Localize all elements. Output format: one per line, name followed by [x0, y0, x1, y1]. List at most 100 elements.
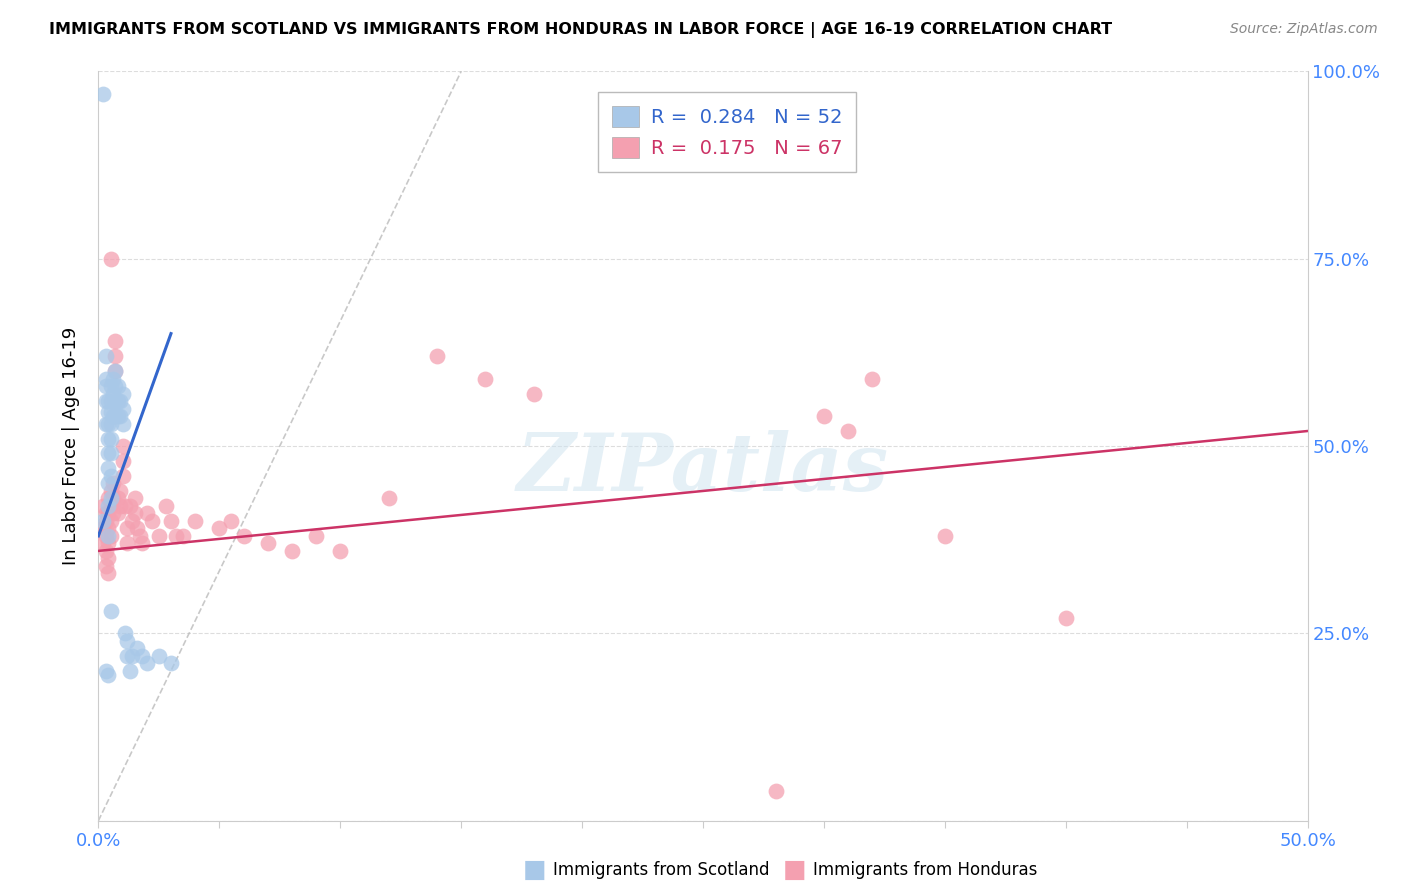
Point — [117, 521, 139, 535]
Point — [100, 379, 122, 393]
Point — [100, 514, 122, 528]
Point — [131, 536, 153, 550]
Point — [100, 394, 122, 409]
Point — [100, 483, 122, 498]
Point — [104, 379, 127, 393]
Point — [111, 454, 134, 468]
Point — [117, 648, 139, 663]
Point — [97, 566, 120, 581]
Point — [94, 394, 117, 409]
Point — [94, 349, 117, 363]
Point — [765, 783, 787, 797]
Point — [117, 633, 139, 648]
Point — [100, 469, 122, 483]
Text: ZIPatlas: ZIPatlas — [517, 430, 889, 508]
Point — [91, 536, 114, 550]
Point — [97, 529, 120, 543]
Point — [107, 409, 129, 423]
Point — [94, 529, 117, 543]
Point — [107, 491, 129, 506]
Point — [329, 544, 352, 558]
Point — [111, 417, 134, 431]
Point — [104, 364, 127, 378]
Point — [127, 521, 149, 535]
Point — [104, 364, 127, 378]
Point — [97, 491, 120, 506]
Point — [97, 551, 120, 566]
Point — [101, 371, 124, 385]
Point — [111, 469, 134, 483]
Point — [160, 514, 183, 528]
Point — [101, 386, 124, 401]
Point — [232, 529, 254, 543]
Point — [121, 514, 143, 528]
Point — [124, 491, 146, 506]
Point — [148, 648, 170, 663]
Point — [100, 432, 122, 446]
Text: Immigrants from Scotland: Immigrants from Scotland — [553, 861, 769, 879]
Point — [108, 409, 131, 423]
Point — [377, 491, 399, 506]
Point — [104, 349, 127, 363]
Point — [165, 529, 187, 543]
Point — [107, 394, 129, 409]
Point — [97, 536, 120, 550]
Point — [97, 446, 120, 460]
Point — [94, 544, 117, 558]
Point — [91, 87, 114, 101]
Point — [160, 657, 183, 671]
Point — [118, 499, 141, 513]
Point — [208, 521, 231, 535]
Point — [135, 507, 157, 521]
Text: Source: ZipAtlas.com: Source: ZipAtlas.com — [1230, 22, 1378, 37]
Point — [108, 483, 131, 498]
Point — [934, 529, 956, 543]
Point — [127, 641, 149, 656]
Point — [97, 521, 120, 535]
Point — [124, 507, 146, 521]
Point — [104, 334, 127, 348]
Point — [97, 667, 120, 681]
Point — [100, 252, 122, 266]
Point — [100, 417, 122, 431]
Point — [91, 514, 114, 528]
Point — [108, 394, 131, 409]
Point — [108, 499, 131, 513]
Point — [860, 371, 883, 385]
Point — [104, 394, 127, 409]
Point — [91, 499, 114, 513]
Point — [141, 514, 163, 528]
Point — [94, 417, 117, 431]
Text: ■: ■ — [783, 858, 806, 881]
Point — [111, 386, 134, 401]
Point — [100, 446, 122, 460]
Text: Immigrants from Honduras: Immigrants from Honduras — [813, 861, 1038, 879]
Point — [135, 657, 157, 671]
Y-axis label: In Labor Force | Age 16-19: In Labor Force | Age 16-19 — [62, 326, 80, 566]
Point — [117, 536, 139, 550]
Point — [94, 664, 117, 678]
Legend: R =  0.284   N = 52, R =  0.175   N = 67: R = 0.284 N = 52, R = 0.175 N = 67 — [599, 92, 856, 171]
Point — [100, 491, 122, 506]
Point — [155, 499, 177, 513]
Point — [97, 476, 120, 491]
Point — [111, 401, 134, 416]
Point — [100, 405, 122, 419]
Point — [107, 507, 129, 521]
Point — [474, 371, 496, 385]
Point — [100, 529, 122, 543]
Point — [1054, 611, 1077, 625]
Point — [100, 499, 122, 513]
Point — [837, 424, 859, 438]
Point — [97, 405, 120, 419]
Point — [118, 664, 141, 678]
Point — [97, 507, 120, 521]
Point — [523, 386, 546, 401]
Point — [114, 626, 136, 640]
Point — [813, 409, 835, 423]
Point — [131, 648, 153, 663]
Point — [94, 507, 117, 521]
Point — [281, 544, 304, 558]
Point — [97, 394, 120, 409]
Point — [114, 499, 136, 513]
